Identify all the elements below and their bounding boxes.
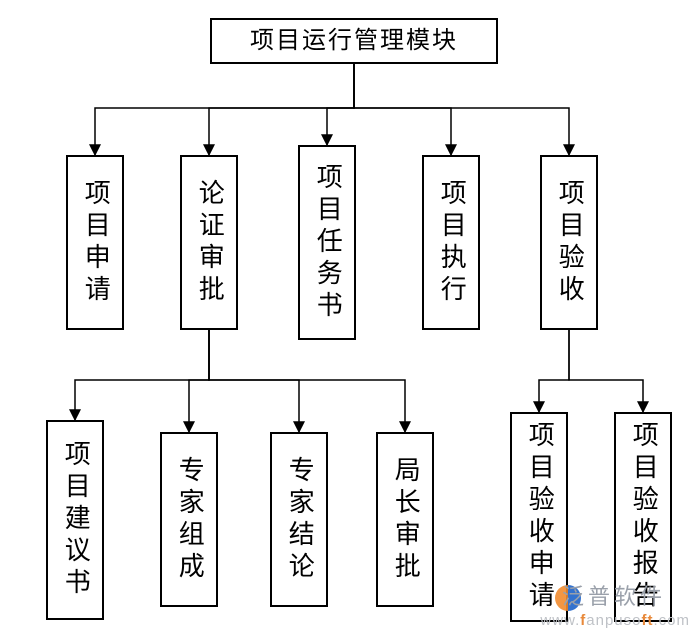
node-apply: 项目申请 [66,155,124,330]
watermark-brand: 泛普软件 [562,579,666,611]
node-proposal: 项目建议书 [46,420,104,620]
node-conclude: 专家结论 [270,432,328,607]
watermark-url: www.fanpusoft.com [540,612,690,629]
node-task: 项目任务书 [298,145,356,340]
root-node: 项目运行管理模块 [210,18,498,64]
root-label: 项目运行管理模块 [250,26,458,56]
node-accept: 项目验收 [540,155,598,330]
node-review: 论证审批 [180,155,238,330]
node-execute: 项目执行 [422,155,480,330]
node-experts: 专家组成 [160,432,218,607]
node-chief: 局长审批 [376,432,434,607]
